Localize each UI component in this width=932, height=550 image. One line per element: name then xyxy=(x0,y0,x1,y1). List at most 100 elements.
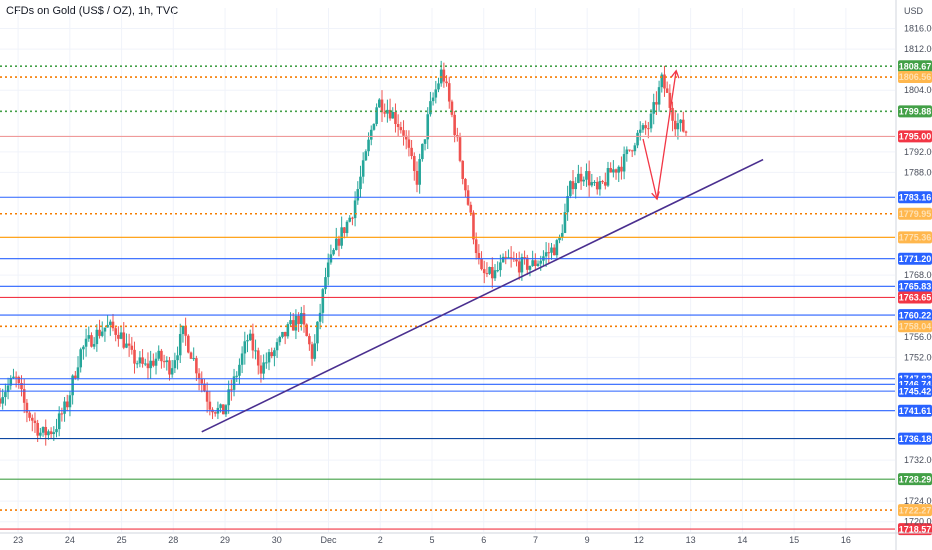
candle-body xyxy=(4,392,7,398)
candle-body xyxy=(630,150,634,152)
candle-body xyxy=(563,212,567,233)
candle-body xyxy=(606,168,610,186)
price-tick-label: 1768.00 xyxy=(904,270,932,280)
candle-body xyxy=(501,256,505,263)
candle-body xyxy=(130,345,134,350)
candle-body xyxy=(515,259,518,262)
candle-body xyxy=(111,321,115,329)
candle-body xyxy=(348,217,352,222)
price-badge xyxy=(898,385,932,398)
candle-body xyxy=(345,221,349,234)
candle-body xyxy=(485,273,489,275)
candle-body xyxy=(571,181,575,190)
candle-body xyxy=(523,257,526,259)
candle-body xyxy=(399,127,403,131)
price-badge-label: 1741.61 xyxy=(899,406,932,416)
candle-body xyxy=(668,92,672,108)
candle-body xyxy=(238,364,241,376)
candle-body xyxy=(246,340,249,342)
candle-body xyxy=(638,129,642,133)
candle-body xyxy=(507,257,510,259)
price-tick-label: 1792.00 xyxy=(904,147,932,157)
candle-body xyxy=(394,112,397,125)
candle-body xyxy=(243,341,247,354)
candle-body xyxy=(302,313,306,325)
candle-body xyxy=(369,129,373,140)
candle-body xyxy=(496,270,499,272)
horizontal-levels xyxy=(0,65,895,530)
candle-body xyxy=(318,312,322,322)
candle-body xyxy=(256,350,260,366)
candle-body xyxy=(119,332,123,339)
candle-body xyxy=(671,107,674,121)
candle-body xyxy=(663,74,666,89)
candle-body xyxy=(595,181,599,190)
candle-body xyxy=(281,331,284,337)
candle-body xyxy=(313,343,317,359)
candle-body xyxy=(74,375,77,379)
candle-body xyxy=(103,327,107,332)
candle-body xyxy=(157,350,161,359)
candle-body xyxy=(22,389,26,403)
candle-body xyxy=(544,252,548,257)
candle-body xyxy=(558,237,561,241)
candle-body xyxy=(517,261,521,273)
candle-body xyxy=(547,252,551,254)
candle-body xyxy=(203,383,206,392)
candle-body xyxy=(176,355,179,361)
candle-body xyxy=(469,204,473,213)
time-tick-label: 14 xyxy=(737,535,747,545)
candle-body xyxy=(437,83,440,90)
candle-body xyxy=(482,269,486,274)
time-tick-label: 12 xyxy=(634,535,644,545)
candle-body xyxy=(426,114,430,140)
arrow-head xyxy=(670,69,680,79)
candle-body xyxy=(477,253,481,259)
candle-body xyxy=(52,432,56,435)
candle-body xyxy=(499,262,502,271)
chart-title: CFDs on Gold (US$ / OZ), 1h, TVC xyxy=(6,5,179,17)
candle-body xyxy=(154,358,158,366)
candle-body xyxy=(65,401,69,408)
candle-body xyxy=(493,270,497,279)
candle-body xyxy=(9,377,13,386)
candle-body xyxy=(122,332,126,348)
time-tick-label: 30 xyxy=(272,535,282,545)
price-badge xyxy=(898,473,932,486)
price-badge-label: 1779.95 xyxy=(899,209,932,219)
candle-body xyxy=(95,329,99,345)
candle-body xyxy=(660,74,664,88)
candle-body xyxy=(79,349,83,368)
candle-body xyxy=(127,343,131,346)
candle-body xyxy=(679,119,682,124)
time-tick-label: 23 xyxy=(13,535,23,545)
candle-body xyxy=(585,171,588,180)
candle-body xyxy=(90,335,93,347)
time-tick-label: 29 xyxy=(220,535,230,545)
price-badge xyxy=(898,320,932,333)
candle-body xyxy=(55,429,58,433)
candle-body xyxy=(655,102,658,105)
price-badge-label: 1745.42 xyxy=(899,386,932,396)
candle-body xyxy=(232,376,236,390)
candle-body xyxy=(388,109,392,119)
candle-body xyxy=(536,263,540,266)
time-tick-label: 2 xyxy=(378,535,383,545)
time-axis[interactable]: 23 24 25 28 29 30 Dec 2 5 6 7 9 12 13 14 15 16 xyxy=(0,532,932,545)
candle-body xyxy=(133,349,136,364)
candle-body xyxy=(343,227,346,234)
candle-body xyxy=(488,267,491,274)
price-badge-label: 1765.83 xyxy=(899,281,932,291)
candle-body xyxy=(187,335,190,353)
candle-body xyxy=(168,360,171,375)
candle-body xyxy=(205,391,209,402)
candle-body xyxy=(1,397,4,404)
candle-body xyxy=(60,413,64,415)
price-badge xyxy=(898,130,932,143)
price-tick-label: 1788.00 xyxy=(904,167,932,177)
candle-body xyxy=(181,325,185,335)
candle-body xyxy=(609,168,612,173)
candle-body xyxy=(356,189,360,201)
